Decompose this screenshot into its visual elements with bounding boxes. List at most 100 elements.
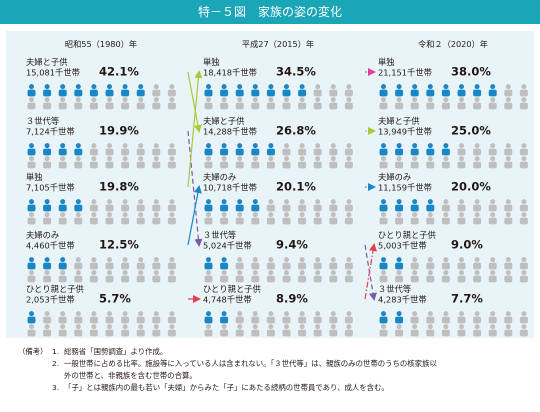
item-name-1-0: 単独 [203,57,220,67]
item-pct-1-2: 20.1% [276,180,316,194]
person-icon-0-1-14 [89,156,98,169]
item-name-2-2: 夫婦のみ [378,172,411,182]
person-icon-0-0-2 [58,84,67,97]
person-icon-0-2-12 [58,212,67,225]
item-name-1-3: ３世代等 [203,230,236,240]
person-icon-1-1-9 [344,143,353,156]
person-icon-2-2-15 [457,212,466,225]
person-icon-1-0-12 [235,97,244,110]
person-icon-0-1-17 [136,156,145,169]
person-icon-2-3-11 [395,270,404,283]
person-icon-0-0-7 [136,84,145,97]
person-icon-0-1-2 [58,143,67,156]
person-icon-2-3-1 [395,257,404,270]
person-icon-2-4-12 [410,324,419,337]
person-icon-0-4-12 [58,324,67,337]
person-icon-1-1-16 [298,156,307,169]
person-icon-0-1-11 [43,156,52,169]
person-icon-2-0-8 [504,84,513,97]
person-icon-0-1-4 [89,143,98,156]
person-icon-0-4-18 [152,324,161,337]
person-icon-0-1-5 [105,143,114,156]
person-icon-1-1-4 [266,143,275,156]
person-icon-2-3-2 [410,257,419,270]
person-icon-0-2-1 [43,199,52,212]
person-icon-0-1-0 [27,143,36,156]
person-icon-2-2-18 [504,212,513,225]
person-icon-2-0-0 [379,84,388,97]
person-icon-1-0-16 [298,97,307,110]
person-icon-2-2-4 [441,199,450,212]
person-icon-1-4-8 [329,311,338,324]
person-icon-0-2-3 [74,199,83,212]
person-icon-2-2-8 [504,199,513,212]
person-icon-2-3-10 [379,270,388,283]
person-icon-0-4-14 [89,324,98,337]
person-icon-2-3-9 [519,257,528,270]
person-icon-1-4-17 [313,324,322,337]
person-icon-1-2-9 [344,199,353,212]
person-icon-1-2-11 [220,212,229,225]
person-icon-1-4-13 [251,324,260,337]
person-icon-1-0-7 [313,84,322,97]
item-pct-1-3: 9.4% [276,238,308,252]
person-icon-1-4-11 [220,324,229,337]
person-icon-1-1-11 [220,156,229,169]
person-icon-2-1-13 [426,156,435,169]
person-icon-2-3-16 [473,270,482,283]
person-icon-0-2-18 [152,212,161,225]
person-icon-2-3-12 [410,270,419,283]
person-icon-2-4-4 [441,311,450,324]
person-icon-0-3-2 [58,257,67,270]
person-icon-1-0-19 [344,97,353,110]
person-icon-0-0-16 [121,97,130,110]
person-icon-1-0-0 [204,84,213,97]
person-icon-2-0-12 [410,97,419,110]
person-icon-1-1-13 [251,156,260,169]
person-icon-0-3-11 [43,270,52,283]
person-icon-2-1-3 [426,143,435,156]
person-icon-1-3-6 [298,257,307,270]
person-icon-1-1-19 [344,156,353,169]
person-icon-1-4-14 [266,324,275,337]
person-icon-2-4-7 [488,311,497,324]
person-icon-2-1-18 [504,156,513,169]
person-icon-1-3-17 [313,270,322,283]
person-icon-1-0-5 [282,84,291,97]
person-icon-1-4-1 [220,311,229,324]
person-icon-1-3-14 [266,270,275,283]
notes: （備考） 1. 総務省「国勢調査」より作成。 2. 一般世帯に占める比率。施設等に入っ… [18,346,534,394]
person-icon-2-4-13 [426,324,435,337]
person-icon-0-3-6 [121,257,130,270]
person-icon-2-2-12 [410,212,419,225]
person-icon-0-4-19 [167,324,176,337]
person-icon-2-1-9 [519,143,528,156]
person-icon-0-3-12 [58,270,67,283]
item-households-2-0: 21,151千世帯 [378,68,432,78]
item-name-2-3: ひとり親と子供 [378,230,436,240]
person-icon-2-3-0 [379,257,388,270]
person-icon-2-1-15 [457,156,466,169]
item-pct-2-4: 7.7% [451,292,483,306]
person-icon-2-4-8 [504,311,513,324]
person-icon-0-4-11 [43,324,52,337]
item-households-2-4: 4,283千世帯 [378,295,427,305]
person-icon-2-0-2 [410,84,419,97]
item-pct-0-1: 19.9% [99,124,139,138]
person-icon-1-1-0 [204,143,213,156]
person-icon-0-4-8 [152,311,161,324]
person-icon-1-4-15 [282,324,291,337]
person-icon-1-2-3 [251,199,260,212]
person-icon-2-4-15 [457,324,466,337]
note-row-4: 3. 「子」とは親族内の最も若い「夫婦」からみた「子」にあたる続柄の世帯員であり、… [18,382,534,394]
person-icon-0-3-8 [152,257,161,270]
person-icon-2-0-11 [395,97,404,110]
person-icon-1-4-12 [235,324,244,337]
person-icon-1-2-19 [344,212,353,225]
person-icon-1-3-7 [313,257,322,270]
person-icon-1-0-10 [204,97,213,110]
person-icon-0-4-5 [105,311,114,324]
person-icon-2-1-6 [473,143,482,156]
person-icon-2-0-3 [426,84,435,97]
person-icon-2-4-0 [379,311,388,324]
